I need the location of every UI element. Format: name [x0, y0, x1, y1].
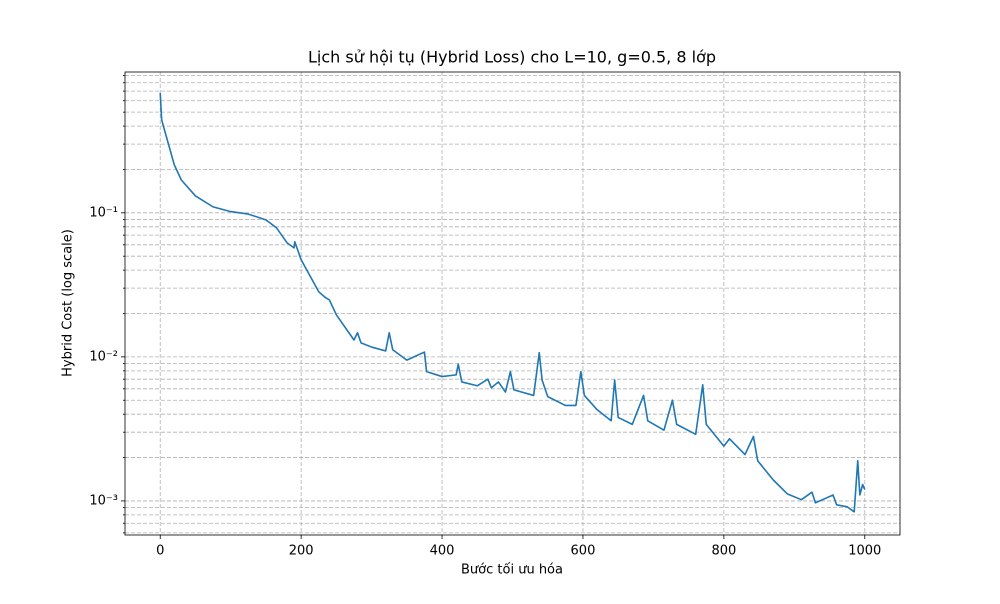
- line-series: [159, 92, 866, 513]
- x-tick-label: 800: [711, 544, 736, 559]
- x-tick-label: 600: [571, 544, 596, 559]
- x-tick-label: 200: [289, 544, 314, 559]
- x-tick-label: 400: [430, 544, 455, 559]
- y-tick-label: 10⁻¹: [89, 205, 118, 220]
- y-tick-label: 10⁻²: [89, 349, 118, 364]
- plot-frame: [124, 71, 901, 536]
- x-axis-label: Bước tối ưu hóa: [461, 563, 563, 578]
- chart-title: Lịch sử hội tụ (Hybrid Loss) cho L=10, g…: [308, 48, 716, 67]
- y-axis-label: Hybrid Cost (log scale): [61, 229, 76, 377]
- x-tick-label: 0: [156, 544, 164, 559]
- y-tick-label: 10⁻³: [89, 493, 118, 508]
- x-tick-label: 1000: [848, 544, 881, 559]
